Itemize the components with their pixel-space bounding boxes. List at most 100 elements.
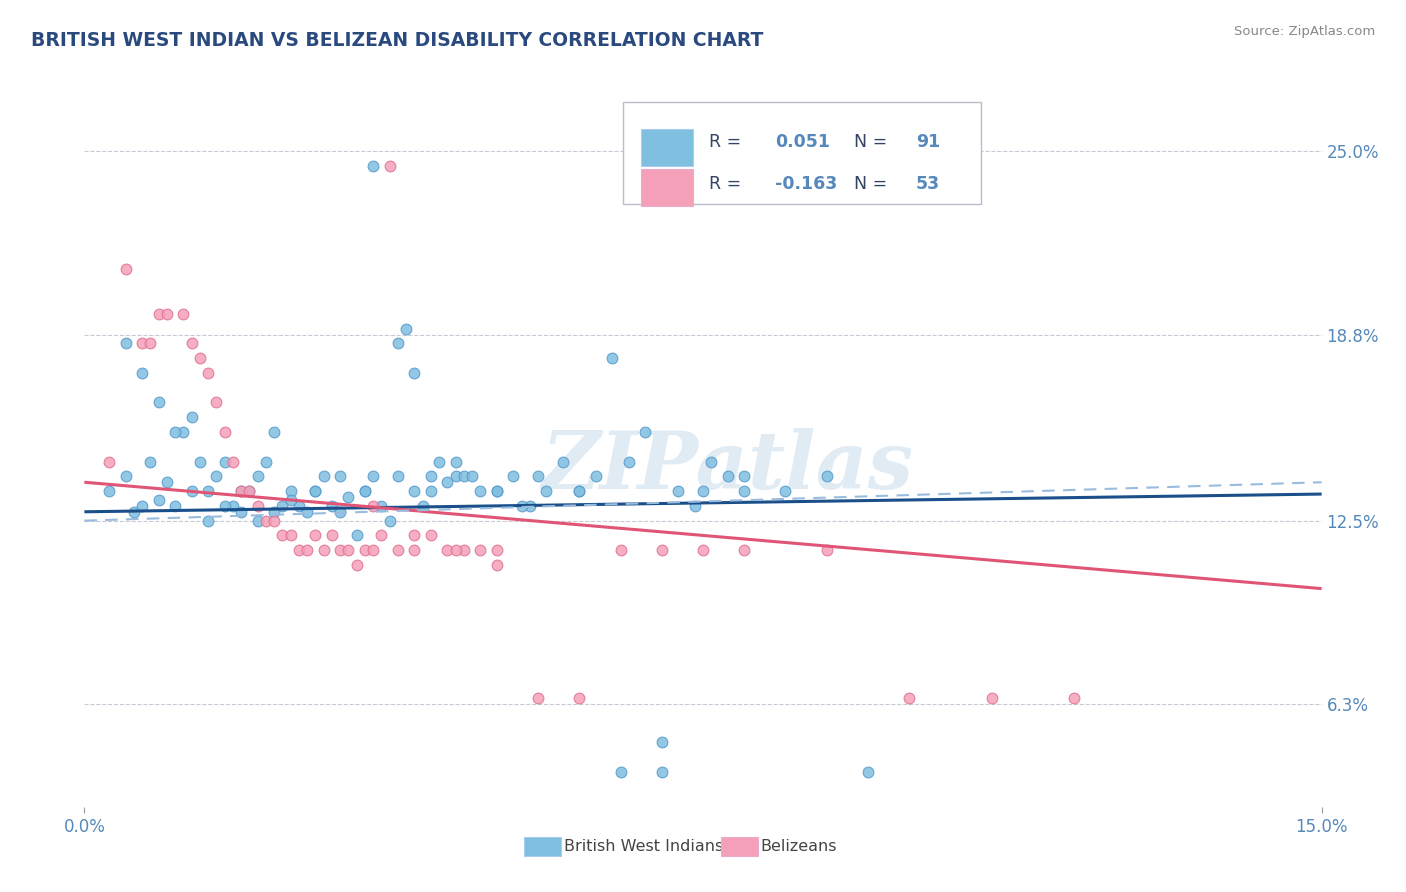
Point	[238, 484, 260, 499]
Point	[453, 543, 475, 558]
Point	[295, 543, 318, 558]
Point	[180, 484, 202, 499]
Text: BRITISH WEST INDIAN VS BELIZEAN DISABILITY CORRELATION CHART: BRITISH WEST INDIAN VS BELIZEAN DISABILI…	[31, 31, 763, 50]
Point	[280, 484, 302, 499]
Point	[346, 558, 368, 572]
Point	[733, 484, 755, 499]
Point	[321, 528, 343, 542]
Point	[205, 469, 228, 483]
Text: 53: 53	[915, 175, 941, 193]
Point	[361, 159, 384, 173]
Point	[775, 484, 797, 499]
Point	[263, 514, 285, 528]
Point	[114, 336, 136, 351]
Point	[139, 336, 162, 351]
Text: British West Indians: British West Indians	[564, 839, 723, 854]
Point	[387, 336, 409, 351]
Point	[214, 425, 236, 439]
Point	[238, 484, 260, 499]
Text: ZIPatlas: ZIPatlas	[541, 428, 914, 506]
Point	[717, 469, 740, 483]
Point	[378, 159, 401, 173]
Point	[304, 528, 326, 542]
Point	[172, 425, 194, 439]
Point	[651, 735, 673, 749]
Text: R =: R =	[709, 175, 747, 193]
Point	[254, 514, 277, 528]
Point	[856, 764, 879, 779]
Point	[288, 543, 311, 558]
Point	[485, 484, 508, 499]
Point	[436, 543, 458, 558]
Point	[139, 454, 162, 468]
Point	[197, 366, 219, 380]
Point	[180, 410, 202, 425]
Point	[148, 395, 170, 409]
Point	[263, 425, 285, 439]
Point	[733, 469, 755, 483]
Point	[470, 484, 492, 499]
Point	[312, 543, 335, 558]
Point	[361, 543, 384, 558]
Point	[205, 395, 228, 409]
Point	[165, 425, 187, 439]
Point	[536, 484, 558, 499]
Point	[122, 505, 145, 519]
Point	[172, 307, 194, 321]
Point	[898, 690, 921, 705]
Point	[131, 336, 153, 351]
Point	[683, 499, 706, 513]
Point	[214, 499, 236, 513]
Point	[180, 336, 202, 351]
Point	[222, 454, 245, 468]
Point	[527, 469, 550, 483]
Point	[419, 484, 441, 499]
Point	[329, 469, 352, 483]
Point	[246, 514, 269, 528]
Point	[519, 499, 541, 513]
Point	[815, 469, 838, 483]
Point	[461, 469, 484, 483]
Point	[229, 484, 252, 499]
Point	[353, 484, 375, 499]
Point	[165, 499, 187, 513]
Point	[254, 454, 277, 468]
Point	[585, 469, 607, 483]
Point	[280, 528, 302, 542]
Point	[131, 366, 153, 380]
Text: 91: 91	[915, 133, 941, 151]
Point	[156, 475, 179, 490]
Point	[98, 484, 121, 499]
Point	[700, 454, 723, 468]
Point	[271, 528, 294, 542]
FancyBboxPatch shape	[623, 102, 981, 204]
Point	[304, 484, 326, 499]
Point	[337, 490, 360, 504]
Point	[370, 499, 392, 513]
Point	[222, 499, 245, 513]
Point	[353, 543, 375, 558]
Point	[214, 454, 236, 468]
Point	[404, 484, 426, 499]
Point	[114, 469, 136, 483]
Point	[329, 543, 352, 558]
Point	[444, 454, 467, 468]
Point	[692, 484, 714, 499]
Point	[427, 454, 450, 468]
Point	[395, 321, 418, 335]
Point	[485, 484, 508, 499]
Point	[634, 425, 657, 439]
Point	[353, 484, 375, 499]
Point	[312, 469, 335, 483]
Point	[387, 543, 409, 558]
Point	[412, 499, 434, 513]
Point	[370, 528, 392, 542]
Point	[419, 469, 441, 483]
Point	[453, 469, 475, 483]
Point	[527, 690, 550, 705]
Point	[568, 690, 591, 705]
Point	[188, 454, 211, 468]
Point	[98, 454, 121, 468]
Point	[692, 543, 714, 558]
Point	[510, 499, 533, 513]
